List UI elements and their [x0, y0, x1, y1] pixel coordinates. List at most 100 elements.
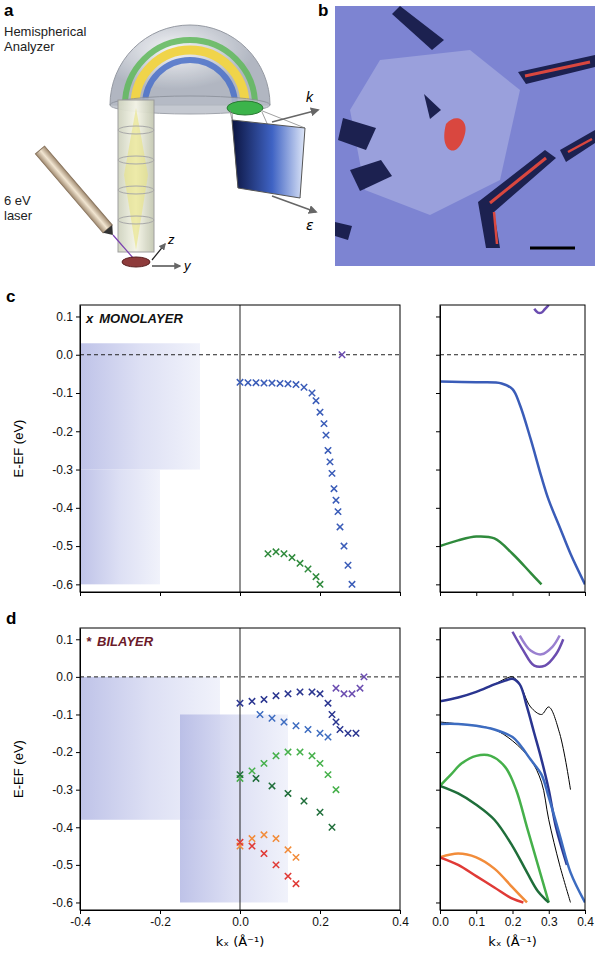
data-point	[237, 771, 243, 777]
tick-mark	[76, 639, 80, 640]
tick-label: -0.3	[52, 783, 73, 797]
panel-chart: -0.4-0.20.00.20.40.10.0-0.1-0.2-0.3-0.4-…	[6, 609, 409, 949]
plot-area	[80, 628, 400, 910]
data-point	[285, 873, 291, 879]
reference-line	[440, 354, 585, 355]
tick-mark	[436, 752, 440, 753]
data-point	[305, 566, 311, 572]
tick-mark	[76, 677, 80, 678]
tick	[436, 393, 440, 394]
panel-letter: a	[4, 1, 14, 20]
band-line	[440, 724, 585, 903]
arpes-image	[80, 343, 200, 469]
tick: 0.1	[56, 310, 80, 324]
tick-mark	[76, 470, 80, 471]
tick	[436, 546, 440, 547]
laser	[35, 146, 117, 239]
data-point	[285, 790, 291, 796]
dark-flake	[392, 6, 444, 50]
red-flake	[525, 62, 590, 76]
data-point	[317, 760, 323, 766]
data-point	[317, 409, 323, 415]
tick-mark	[76, 714, 80, 715]
band-line	[440, 382, 585, 585]
data-point	[333, 685, 339, 691]
tick: 0.3	[541, 910, 558, 929]
plot-frame	[80, 628, 400, 910]
data-point	[349, 691, 355, 697]
data-point	[297, 749, 303, 755]
tick-mark	[549, 910, 550, 914]
reference-line	[240, 305, 241, 592]
tick	[436, 714, 440, 715]
data-point	[333, 719, 339, 725]
data-point	[357, 685, 363, 691]
tick-label: 0.0	[432, 915, 449, 929]
tick-mark	[513, 592, 514, 596]
tick-mark	[76, 393, 80, 394]
analyzer-dome	[110, 25, 270, 105]
micrograph	[335, 6, 595, 266]
tick: -0.1	[52, 386, 80, 400]
x-axis	[81, 592, 401, 596]
tick-label: 0.3	[541, 915, 558, 929]
axis-line	[440, 306, 441, 593]
data-point	[323, 432, 329, 438]
tick	[585, 592, 586, 596]
text-line: Hemispherical	[4, 24, 86, 39]
dark-flake	[478, 150, 556, 248]
data-point	[297, 560, 303, 566]
tick	[400, 592, 401, 596]
data-point	[261, 832, 267, 838]
data-point	[313, 573, 319, 579]
axis-line	[80, 306, 81, 593]
tick	[436, 431, 440, 432]
lens-column	[118, 100, 154, 252]
tick-mark	[76, 431, 80, 432]
tick	[436, 639, 440, 640]
k-label: k	[306, 89, 314, 105]
data-point	[341, 543, 347, 549]
red-flake	[568, 139, 592, 152]
tick-mark	[160, 592, 161, 596]
lens-ring	[118, 156, 154, 164]
tick-mark	[440, 592, 441, 596]
tick-mark	[160, 910, 161, 914]
tick: -0.6	[52, 896, 80, 910]
band-line	[440, 536, 542, 584]
tick-label: 0.0	[56, 348, 73, 362]
tick: 0.2	[505, 910, 522, 929]
data-point	[261, 380, 267, 386]
data-point	[305, 726, 311, 732]
chart-title: MONOLAYER	[99, 311, 183, 326]
tick-label: -0.2	[150, 915, 171, 929]
tick-label: -0.2	[52, 745, 73, 759]
plot-frame	[80, 305, 400, 592]
tick-mark	[80, 910, 81, 914]
tick-mark	[513, 910, 514, 914]
data-point	[313, 397, 319, 403]
data-point	[345, 730, 351, 736]
tick-label: 0.2	[505, 915, 522, 929]
text-line: laser	[4, 208, 33, 223]
micrograph-bg	[335, 6, 595, 266]
tick-mark	[76, 865, 80, 866]
data-point	[309, 689, 315, 695]
tick	[513, 592, 514, 596]
tick-label: 0.1	[56, 310, 73, 324]
z-label: z	[167, 232, 175, 247]
tick-mark	[436, 790, 440, 791]
tick-mark	[436, 508, 440, 509]
sample	[122, 257, 150, 267]
tick: 0.0	[56, 348, 80, 362]
band-line	[440, 857, 523, 902]
tick-label: -0.6	[52, 578, 73, 592]
tick-label: 0.0	[56, 670, 73, 684]
plot-area	[440, 305, 585, 584]
text-line: 6 eV	[4, 193, 31, 208]
data-point	[339, 352, 345, 358]
dark-flake	[518, 55, 595, 84]
data-point	[353, 730, 359, 736]
tick	[80, 592, 81, 596]
data-point	[297, 689, 303, 695]
